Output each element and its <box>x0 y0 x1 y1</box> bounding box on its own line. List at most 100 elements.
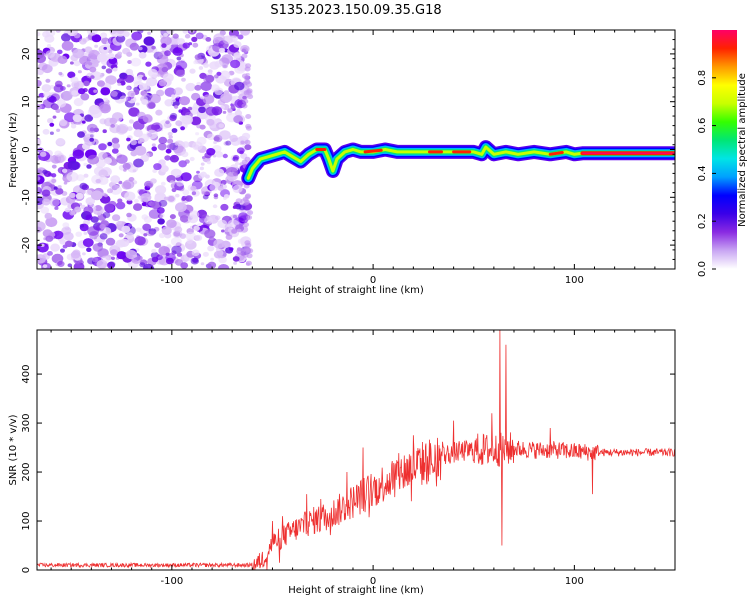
noise-blob <box>162 73 174 83</box>
noise-blob <box>185 231 196 241</box>
noise-blob <box>184 33 191 39</box>
noise-blob <box>87 154 100 165</box>
noise-blob <box>79 224 85 228</box>
noise-blob <box>164 99 174 107</box>
noise-blob <box>217 185 224 191</box>
noise-blob <box>236 108 241 112</box>
noise-blob <box>52 115 57 119</box>
noise-blob <box>232 256 240 262</box>
noise-blob <box>86 164 92 169</box>
noise-blob <box>147 68 158 78</box>
noise-blob <box>117 82 122 86</box>
noise-blob <box>200 262 205 266</box>
noise-blob <box>118 233 124 238</box>
noise-blob <box>124 74 135 83</box>
noise-blob <box>99 194 111 204</box>
heatmap-x-tick-label: -100 <box>160 275 183 286</box>
noise-blob <box>214 39 220 44</box>
noise-blob <box>171 128 178 133</box>
noise-blob <box>117 198 123 203</box>
ridge-layer <box>246 145 675 180</box>
heatmap-y-tick-label: -20 <box>21 237 32 253</box>
noise-blob <box>116 154 128 164</box>
noise-blob <box>193 225 200 231</box>
noise-blob <box>65 240 73 247</box>
noise-blob <box>166 144 174 150</box>
noise-blob <box>82 252 86 256</box>
noise-blob <box>37 79 42 87</box>
noise-blob <box>111 148 119 154</box>
noise-blob <box>57 55 68 64</box>
noise-blob <box>202 94 215 105</box>
noise-blob <box>42 198 51 206</box>
noise-blob <box>202 251 209 257</box>
snr-x-tick-label: 0 <box>370 576 376 587</box>
noise-blob <box>206 118 215 126</box>
noise-blob <box>214 168 225 177</box>
noise-blob <box>179 233 187 239</box>
noise-blob <box>218 47 226 54</box>
noise-blob <box>225 140 232 146</box>
noise-blob <box>133 158 144 168</box>
heatmap-y-axis-label: Frequency (Hz) <box>8 112 19 188</box>
noise-blob <box>165 148 172 154</box>
noise-blob <box>236 228 242 233</box>
noise-blob <box>55 187 64 195</box>
noise-blob <box>246 81 253 87</box>
noise-blob <box>143 36 155 46</box>
noise-blob <box>119 95 128 103</box>
noise-blob <box>92 243 104 252</box>
noise-blob <box>89 137 95 142</box>
noise-blob <box>67 160 80 171</box>
noise-blob <box>37 226 42 233</box>
noise-blob <box>233 261 238 265</box>
noise-blob <box>158 79 167 87</box>
noise-blob <box>155 109 163 116</box>
noise-blob <box>239 150 244 155</box>
noise-blob <box>57 260 65 267</box>
noise-blob <box>116 251 127 260</box>
noise-blob <box>143 233 148 237</box>
noise-blob <box>200 95 205 100</box>
noise-blob <box>90 75 95 79</box>
noise-blob <box>225 35 236 44</box>
noise-blob <box>190 257 199 265</box>
noise-blob <box>133 203 143 211</box>
noise-blob <box>200 162 205 166</box>
noise-blob <box>182 141 190 148</box>
noise-blob <box>174 141 179 146</box>
noise-blob <box>199 171 207 178</box>
noise-blob <box>69 210 76 216</box>
noise-blob <box>229 247 234 251</box>
noise-blob <box>128 119 134 124</box>
noise-blob <box>157 218 165 225</box>
noise-blob <box>196 81 202 86</box>
snr-y-tick-label: 300 <box>21 414 32 433</box>
noise-blob <box>191 36 198 43</box>
snr-series-line <box>37 330 675 570</box>
snr-x-tick-label: 100 <box>565 576 584 587</box>
noise-blob <box>176 69 185 77</box>
noise-blob <box>167 131 173 137</box>
noise-blob <box>45 217 58 228</box>
noise-blob <box>185 195 193 202</box>
noise-blob <box>143 85 150 90</box>
noise-blob <box>212 204 218 209</box>
noise-blob <box>200 81 212 92</box>
noise-blob <box>181 115 193 125</box>
noise-blob <box>126 212 132 218</box>
noise-blob <box>100 87 111 96</box>
noise-blob <box>157 143 167 151</box>
noise-blob <box>80 93 90 101</box>
noise-blob <box>89 66 97 73</box>
noise-blob <box>215 151 224 158</box>
noise-blob <box>221 63 229 69</box>
noise-blob <box>193 60 198 65</box>
noise-blob <box>102 211 111 219</box>
noise-blob <box>110 175 121 184</box>
noise-blob <box>103 46 107 50</box>
noise-blob <box>37 176 41 181</box>
noise-blob <box>99 233 108 240</box>
noise-blob <box>194 84 202 91</box>
noise-blob <box>81 120 86 124</box>
